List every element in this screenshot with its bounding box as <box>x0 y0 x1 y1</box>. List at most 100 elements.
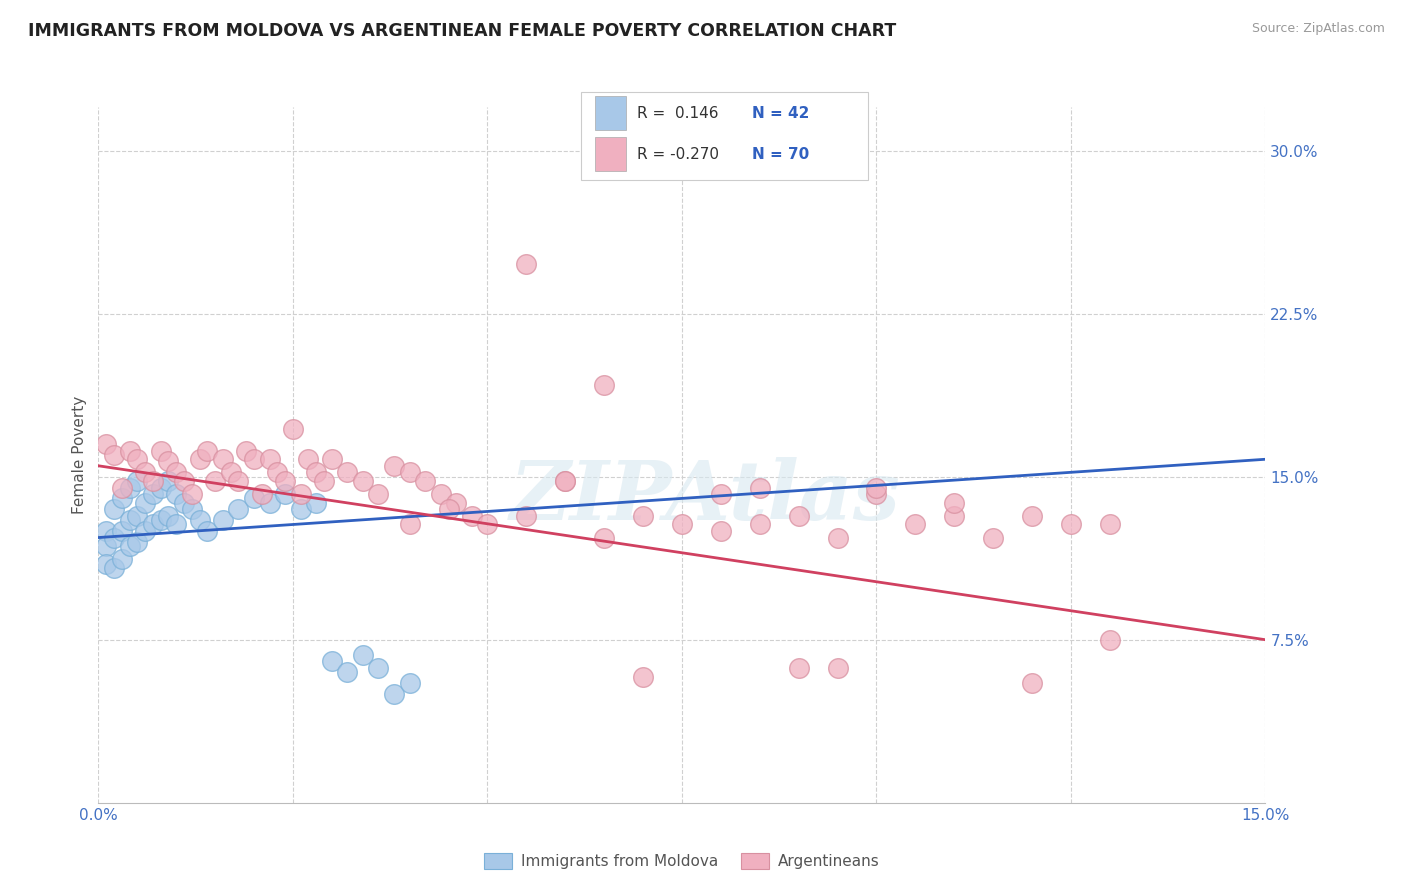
Point <box>266 466 288 480</box>
Point <box>118 481 141 495</box>
Point <box>111 524 134 538</box>
Point <box>274 487 297 501</box>
Point <box>297 452 319 467</box>
Text: ZIPAtlas: ZIPAtlas <box>510 457 901 537</box>
Point <box>250 487 273 501</box>
Point <box>437 502 460 516</box>
Point <box>188 452 211 467</box>
Point <box>352 474 374 488</box>
Point <box>274 474 297 488</box>
Point <box>671 517 693 532</box>
Point <box>367 487 389 501</box>
Point <box>515 508 537 523</box>
Point <box>219 466 242 480</box>
Point <box>290 487 312 501</box>
Point <box>96 524 118 538</box>
Point <box>111 481 134 495</box>
Point <box>593 378 616 392</box>
Point <box>827 531 849 545</box>
Point <box>367 661 389 675</box>
Point <box>748 517 770 532</box>
Point <box>180 502 202 516</box>
Point <box>243 491 266 506</box>
Point <box>149 513 172 527</box>
Point <box>336 665 359 680</box>
Point <box>118 539 141 553</box>
Point <box>631 508 654 523</box>
Point <box>142 474 165 488</box>
Point <box>157 474 180 488</box>
Point <box>429 487 451 501</box>
Point <box>228 474 250 488</box>
Point <box>103 531 125 545</box>
Point <box>398 676 420 690</box>
Point <box>1021 676 1043 690</box>
Point <box>188 513 211 527</box>
Point <box>127 452 149 467</box>
Point <box>398 517 420 532</box>
Point <box>593 531 616 545</box>
Point <box>352 648 374 662</box>
Point <box>165 466 187 480</box>
Point <box>96 437 118 451</box>
Text: R = -0.270: R = -0.270 <box>637 147 718 161</box>
Text: Source: ZipAtlas.com: Source: ZipAtlas.com <box>1251 22 1385 36</box>
Point <box>142 517 165 532</box>
Point <box>398 466 420 480</box>
Point <box>904 517 927 532</box>
Point <box>321 655 343 669</box>
Point <box>305 466 328 480</box>
Point <box>827 661 849 675</box>
Point <box>142 487 165 501</box>
Point <box>195 524 218 538</box>
Point <box>305 496 328 510</box>
Point <box>149 481 172 495</box>
Point <box>865 481 887 495</box>
Point <box>134 466 156 480</box>
Point <box>134 524 156 538</box>
Point <box>787 508 810 523</box>
Point <box>446 496 468 510</box>
Point <box>127 474 149 488</box>
Point <box>204 474 226 488</box>
Point <box>96 557 118 571</box>
Point <box>554 474 576 488</box>
Point <box>748 481 770 495</box>
Point <box>259 452 281 467</box>
Point <box>281 422 304 436</box>
Point <box>228 502 250 516</box>
Point <box>103 502 125 516</box>
Point <box>134 496 156 510</box>
Point <box>111 491 134 506</box>
Text: N = 42: N = 42 <box>752 106 810 120</box>
Point <box>312 474 335 488</box>
Point <box>461 508 484 523</box>
Point <box>515 257 537 271</box>
Point <box>1098 632 1121 647</box>
Point <box>1021 508 1043 523</box>
Point <box>149 443 172 458</box>
Point <box>336 466 359 480</box>
Point <box>290 502 312 516</box>
Point <box>382 687 405 701</box>
Point <box>173 496 195 510</box>
Point <box>631 670 654 684</box>
Point <box>212 513 235 527</box>
Point <box>259 496 281 510</box>
Legend: Immigrants from Moldova, Argentineans: Immigrants from Moldova, Argentineans <box>478 847 886 875</box>
Point <box>165 487 187 501</box>
Point <box>413 474 436 488</box>
Point <box>710 524 733 538</box>
Point <box>1060 517 1083 532</box>
Point <box>321 452 343 467</box>
Point <box>710 487 733 501</box>
Point <box>477 517 499 532</box>
Point <box>96 539 118 553</box>
Point <box>1098 517 1121 532</box>
Text: N = 70: N = 70 <box>752 147 810 161</box>
Point <box>235 443 257 458</box>
Point <box>127 508 149 523</box>
Point <box>118 513 141 527</box>
Point <box>195 443 218 458</box>
Point <box>943 508 966 523</box>
